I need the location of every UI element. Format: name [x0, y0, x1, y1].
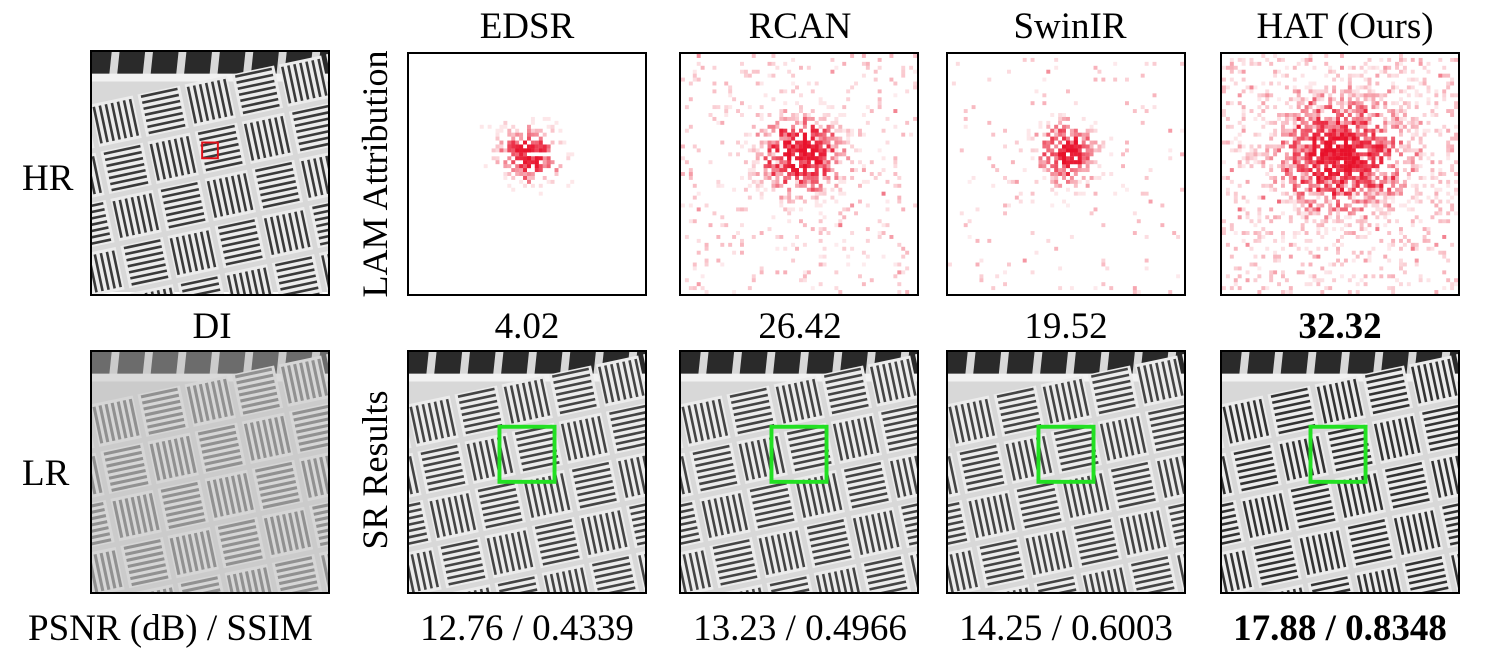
lam-map-hat	[1220, 52, 1460, 296]
row-label-lr: LR	[22, 453, 70, 494]
sr-result-rcan	[679, 350, 919, 594]
method-header-hat: HAT (Ours)	[1256, 6, 1434, 47]
metric-rcan: 13.23 / 0.4966	[693, 608, 907, 649]
di-value-swinir: 19.52	[1024, 306, 1108, 347]
sr-result-edsr	[407, 350, 647, 594]
metric-label: PSNR (dB) / SSIM	[28, 608, 313, 649]
sr-result-hat	[1220, 350, 1460, 594]
method-header-swinir: SwinIR	[1013, 6, 1127, 47]
lam-attribution-label: LAM Attribution	[355, 50, 395, 298]
method-header-rcan: RCAN	[748, 6, 852, 47]
lam-map-edsr	[407, 52, 647, 296]
metric-hat: 17.88 / 0.8348	[1233, 608, 1447, 649]
lr-image	[90, 350, 330, 594]
lam-map-swinir	[946, 52, 1186, 296]
row-label-hr: HR	[22, 158, 74, 199]
lam-map-rcan	[679, 52, 919, 296]
method-header-edsr: EDSR	[479, 6, 575, 47]
hr-image	[90, 50, 330, 296]
sr-result-swinir	[946, 350, 1186, 594]
di-value-edsr: 4.02	[494, 306, 560, 347]
di-label: DI	[192, 306, 232, 347]
di-value-hat: 32.32	[1298, 306, 1382, 347]
di-value-rcan: 26.42	[758, 306, 842, 347]
metric-edsr: 12.76 / 0.4339	[420, 608, 634, 649]
sr-results-label: SR Results	[355, 390, 395, 550]
metric-swinir: 14.25 / 0.6003	[959, 608, 1173, 649]
